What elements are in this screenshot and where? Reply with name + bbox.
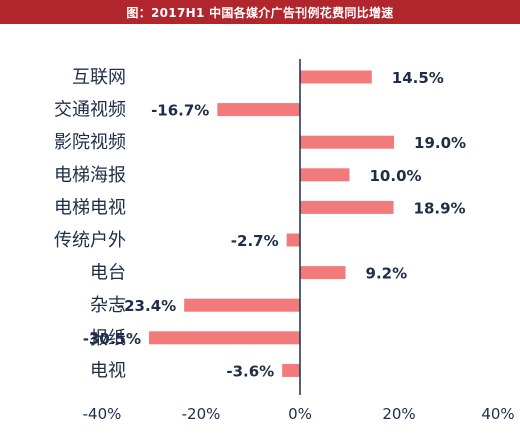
chart-area: 互联网 14.5% 交通视频 -16.7% 影院视频 19.0% 电梯海报 10.0% 电梯电视…	[0, 24, 520, 433]
category-label: 交通视频	[54, 100, 126, 121]
bar	[286, 233, 300, 247]
x-tick-label: 40%	[481, 405, 514, 423]
data-label: 18.9%	[414, 199, 466, 217]
data-label: 10.0%	[370, 167, 422, 185]
data-label: -2.7%	[231, 232, 279, 250]
chart-title: 图：2017H1 中国各媒介广告刊例花费同比增速	[0, 0, 520, 24]
bar	[300, 135, 395, 149]
category-label: 报纸	[90, 328, 126, 349]
data-label: -30.5%	[83, 330, 141, 348]
data-label: -23.4%	[118, 297, 176, 315]
category-label: 电台	[90, 263, 126, 284]
bar	[184, 298, 300, 312]
category-label: 传统户外	[54, 230, 126, 251]
category-label: 电梯海报	[54, 165, 126, 186]
bar	[300, 266, 346, 280]
bar	[282, 363, 300, 377]
bar	[149, 331, 300, 345]
data-label: 9.2%	[366, 265, 408, 283]
category-label: 电梯电视	[54, 197, 126, 218]
bar	[300, 168, 350, 182]
x-tick-label: 20%	[382, 405, 415, 423]
x-tick-label: -20%	[182, 405, 221, 423]
data-label: -3.6%	[226, 362, 274, 380]
category-label: 互联网	[72, 67, 126, 88]
x-tick-label: -40%	[83, 405, 122, 423]
x-tick-label: 0%	[288, 405, 312, 423]
category-label: 影院视频	[54, 132, 126, 153]
bar	[217, 103, 300, 117]
data-label: 14.5%	[392, 69, 444, 87]
bar	[300, 200, 394, 214]
category-label: 电视	[90, 360, 126, 381]
bar-chart: 互联网 14.5% 交通视频 -16.7% 影院视频 19.0% 电梯海报 10.0% 电梯电视…	[54, 59, 515, 423]
category-label: 杂志	[90, 295, 126, 316]
data-label: 19.0%	[414, 134, 466, 152]
bar	[300, 70, 372, 84]
data-label: -16.7%	[151, 102, 209, 120]
